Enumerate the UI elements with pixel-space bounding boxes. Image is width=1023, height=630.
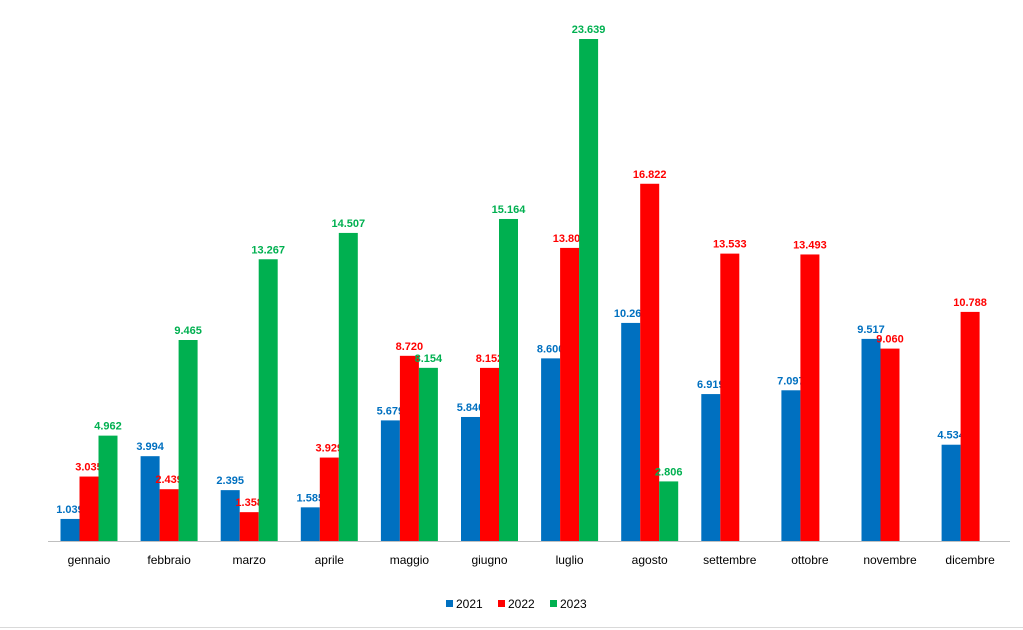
data-label: 14.507 [331,218,365,230]
bar-2023-gennaio [98,435,118,541]
data-label: 15.164 [492,204,527,216]
data-label: 8.154 [415,353,443,365]
data-label: 9.517 [857,324,885,336]
legend-label: 2022 [508,597,535,611]
x-tick-label: novembre [863,553,917,567]
bar-2021-gennaio [60,518,80,541]
legend-swatch-2021 [446,600,453,607]
data-label: 4.534 [937,430,965,442]
data-label: 13.267 [251,244,285,256]
bar-2023-luglio [579,39,599,541]
data-label: 1.039 [56,504,84,516]
data-label: 8.152 [476,353,504,365]
x-tick-label: luglio [556,553,584,567]
bar-2022-ottobre [800,254,820,541]
bar-2021-luglio [541,358,561,541]
legend-label: 2023 [560,597,587,611]
bar-2021-maggio [380,420,400,541]
data-label: 7.097 [777,375,805,387]
bar-2022-settembre [720,253,740,542]
x-tick-label: maggio [390,553,430,567]
x-tick-label: aprile [315,553,345,567]
bar-2021-novembre [861,338,881,541]
data-label: 4.962 [94,421,122,433]
bar-2023-giugno [499,218,518,541]
bar-2022-febbraio [159,489,179,541]
bar-2021-dicembre [941,444,961,541]
bar-2022-luglio [560,247,580,541]
legend-swatch-2022 [498,600,505,607]
x-tick-label: settembre [703,553,757,567]
bar-2022-maggio [399,355,419,541]
data-label: 3.994 [136,441,164,453]
data-label: 2.395 [216,475,244,487]
bar-2021-febbraio [140,456,160,541]
x-tick-label: dicembre [945,553,995,567]
bar-2022-gennaio [79,476,99,541]
bar-2021-agosto [621,322,641,541]
bar-2023-febbraio [178,340,198,541]
data-label: 9.465 [174,325,202,337]
data-label: 10.788 [953,297,987,309]
data-label: 23.639 [572,24,606,36]
bar-2021-marzo [220,490,240,541]
bar-2022-marzo [239,512,259,541]
data-label: 1.358 [235,497,263,509]
data-label: 8.600 [537,343,565,355]
x-tick-label: agosto [632,553,668,567]
data-label: 5.679 [377,405,405,417]
bar-2022-agosto [640,183,660,541]
divider [0,627,1023,628]
x-tick-label: marzo [233,553,267,567]
bar-2023-marzo [258,259,278,541]
data-label: 5.840 [457,402,485,414]
bar-2022-novembre [880,348,900,541]
data-label: 10.269 [614,308,648,320]
data-label: 6.919 [697,379,725,391]
x-tick-label: febbraio [147,553,191,567]
data-label: 13.802 [553,233,587,245]
bar-2022-dicembre [960,311,980,541]
data-label: 13.493 [793,239,827,251]
data-label: 1.585 [297,492,325,504]
data-label: 13.533 [713,239,747,251]
bar-2023-maggio [418,367,438,541]
data-label: 3.035 [75,462,103,474]
x-tick-label: giugno [471,553,507,567]
bar-2021-giugno [461,416,480,541]
bar-2021-ottobre [781,390,801,541]
data-label: 2.439 [155,474,183,486]
legend-label: 2021 [456,597,483,611]
bar-2021-settembre [701,394,721,541]
data-label: 3.929 [316,443,344,455]
x-tick-label: ottobre [791,553,829,567]
bar-2022-giugno [480,367,499,541]
data-label: 9.060 [876,334,904,346]
bar-2021-aprile [300,507,320,541]
data-label: 16.822 [633,169,667,181]
data-label: 2.806 [655,466,683,478]
data-label: 8.720 [396,341,424,353]
x-tick-label: gennaio [68,553,111,567]
bar-2023-agosto [659,481,679,541]
bar-2023-aprile [338,232,358,542]
bar-2022-aprile [319,457,339,541]
legend-swatch-2023 [550,600,557,607]
